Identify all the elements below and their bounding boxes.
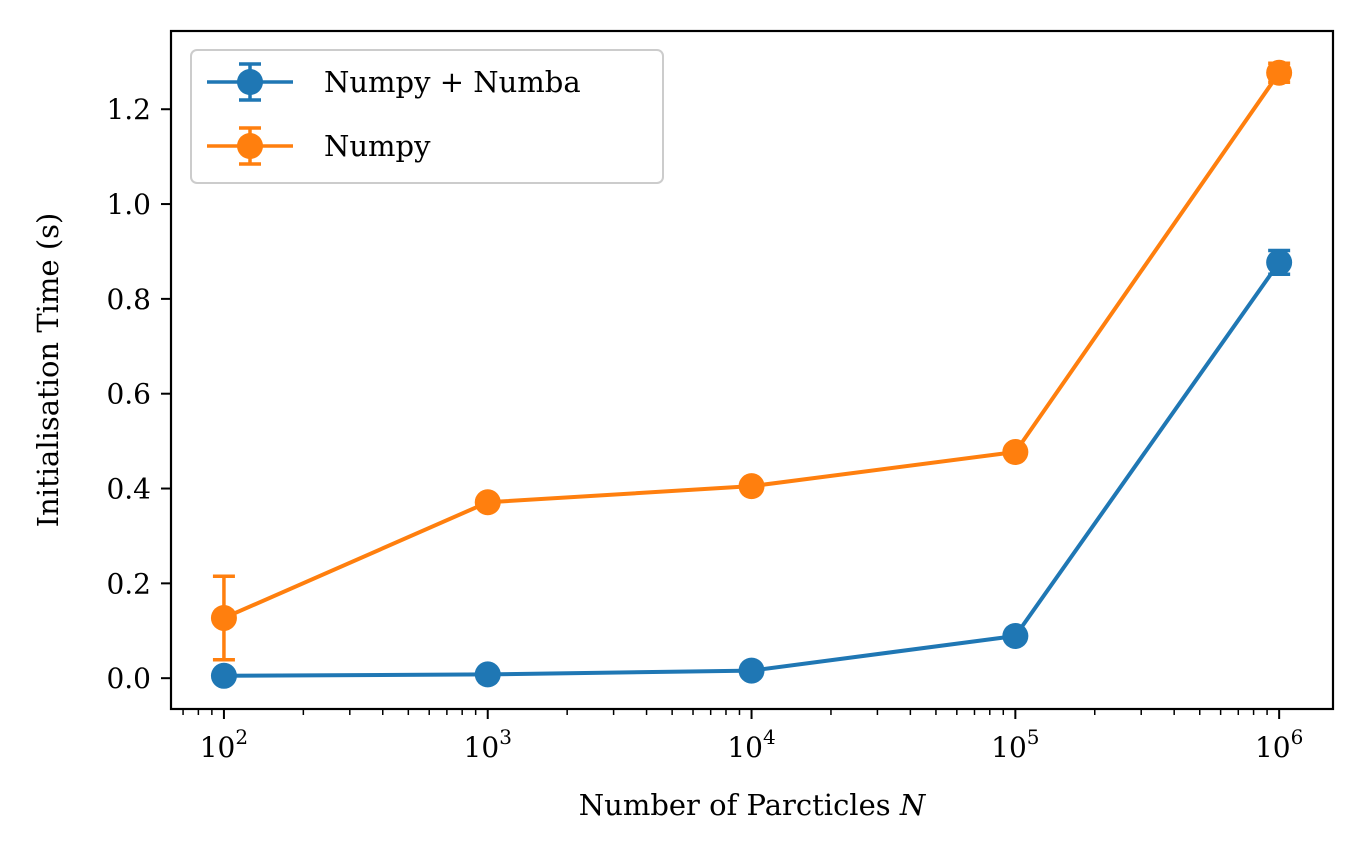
legend-frame <box>190 49 664 184</box>
x-tick-label: 106 <box>1255 725 1303 764</box>
data-point <box>474 661 501 688</box>
y-axis: 0.0 0.2 0.4 0.6 0.8 1.0 1.2 <box>106 93 171 695</box>
x-axis: 102 103 104 105 106 <box>182 709 1303 764</box>
x-tick-label: 102 <box>200 725 248 764</box>
y-tick-label: 0.2 <box>106 567 151 600</box>
legend-entry-numpy-numba: Numpy + Numba <box>207 62 581 102</box>
legend-marker-numpy-numba <box>237 69 263 95</box>
data-point <box>1002 439 1029 466</box>
x-axis-label: Number of Parcticles N <box>579 788 927 822</box>
legend-label-numpy-numba: Numpy + Numba <box>324 65 581 99</box>
data-point <box>474 489 501 516</box>
y-axis-label: Initialisation Time (s) <box>31 213 65 528</box>
y-tick-label: 1.2 <box>106 93 151 126</box>
legend-entry-numpy: Numpy <box>207 126 431 166</box>
data-point <box>1002 622 1029 649</box>
legend-marker-numpy <box>237 133 263 159</box>
legend-label-numpy: Numpy <box>324 129 431 163</box>
data-point <box>1266 59 1293 86</box>
series-layer <box>210 59 1293 689</box>
x-tick-label: 105 <box>991 725 1039 764</box>
legend: Numpy + Numba Numpy <box>190 49 664 184</box>
data-point <box>1266 249 1293 276</box>
x-axis-label-variable: N <box>899 788 927 822</box>
x-tick-label: 103 <box>464 725 512 764</box>
data-point <box>210 662 237 689</box>
y-tick-label: 0.8 <box>106 283 151 316</box>
x-tick-label: 104 <box>727 725 775 764</box>
y-tick-label: 0.6 <box>106 378 151 411</box>
y-tick-label: 0.0 <box>106 662 151 695</box>
series-numpy <box>210 59 1293 662</box>
y-tick-label: 0.4 <box>106 473 151 506</box>
series-numpy-numba <box>210 248 1293 689</box>
data-point <box>210 604 237 631</box>
data-point <box>738 657 765 684</box>
x-axis-label-main: Number of Parcticles <box>579 788 900 822</box>
y-tick-label: 1.0 <box>106 188 151 221</box>
data-point <box>738 473 765 500</box>
